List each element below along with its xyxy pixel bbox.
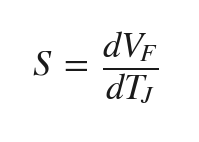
Text: $\mathit{S}\ =\ \dfrac{dV_{\!F}}{dT_{\!J}}$: $\mathit{S}\ =\ \dfrac{dV_{\!F}}{dT_{\!J… bbox=[32, 30, 159, 106]
